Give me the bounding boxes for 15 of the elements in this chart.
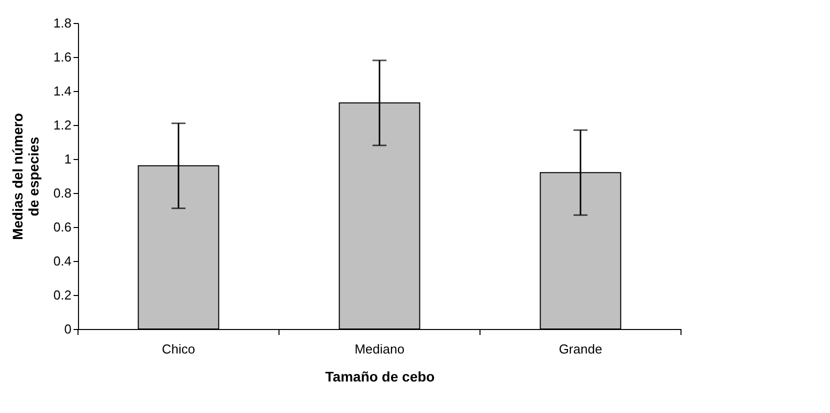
x-tick-label: Mediano xyxy=(354,342,404,356)
y-tick-label: 1 xyxy=(64,152,72,166)
y-tick-label: 0 xyxy=(64,322,72,336)
y-tick-label: 1.2 xyxy=(53,118,72,132)
y-tick-label: 0.6 xyxy=(53,220,72,234)
y-tick-label: 1.8 xyxy=(53,16,72,30)
y-tick-label: 1.6 xyxy=(53,50,72,64)
y-tick-label: 0.8 xyxy=(53,186,72,200)
y-axis-title: Medias del número de especies xyxy=(9,113,42,240)
x-axis-title: Tamaño de cebo xyxy=(325,368,435,384)
y-tick-label: 0.4 xyxy=(53,254,72,268)
y-tick-label: 0.2 xyxy=(53,288,72,302)
x-tick-label: Chico xyxy=(162,342,196,356)
x-tick-label: Grande xyxy=(558,342,602,356)
y-tick-label: 1.4 xyxy=(53,84,72,98)
